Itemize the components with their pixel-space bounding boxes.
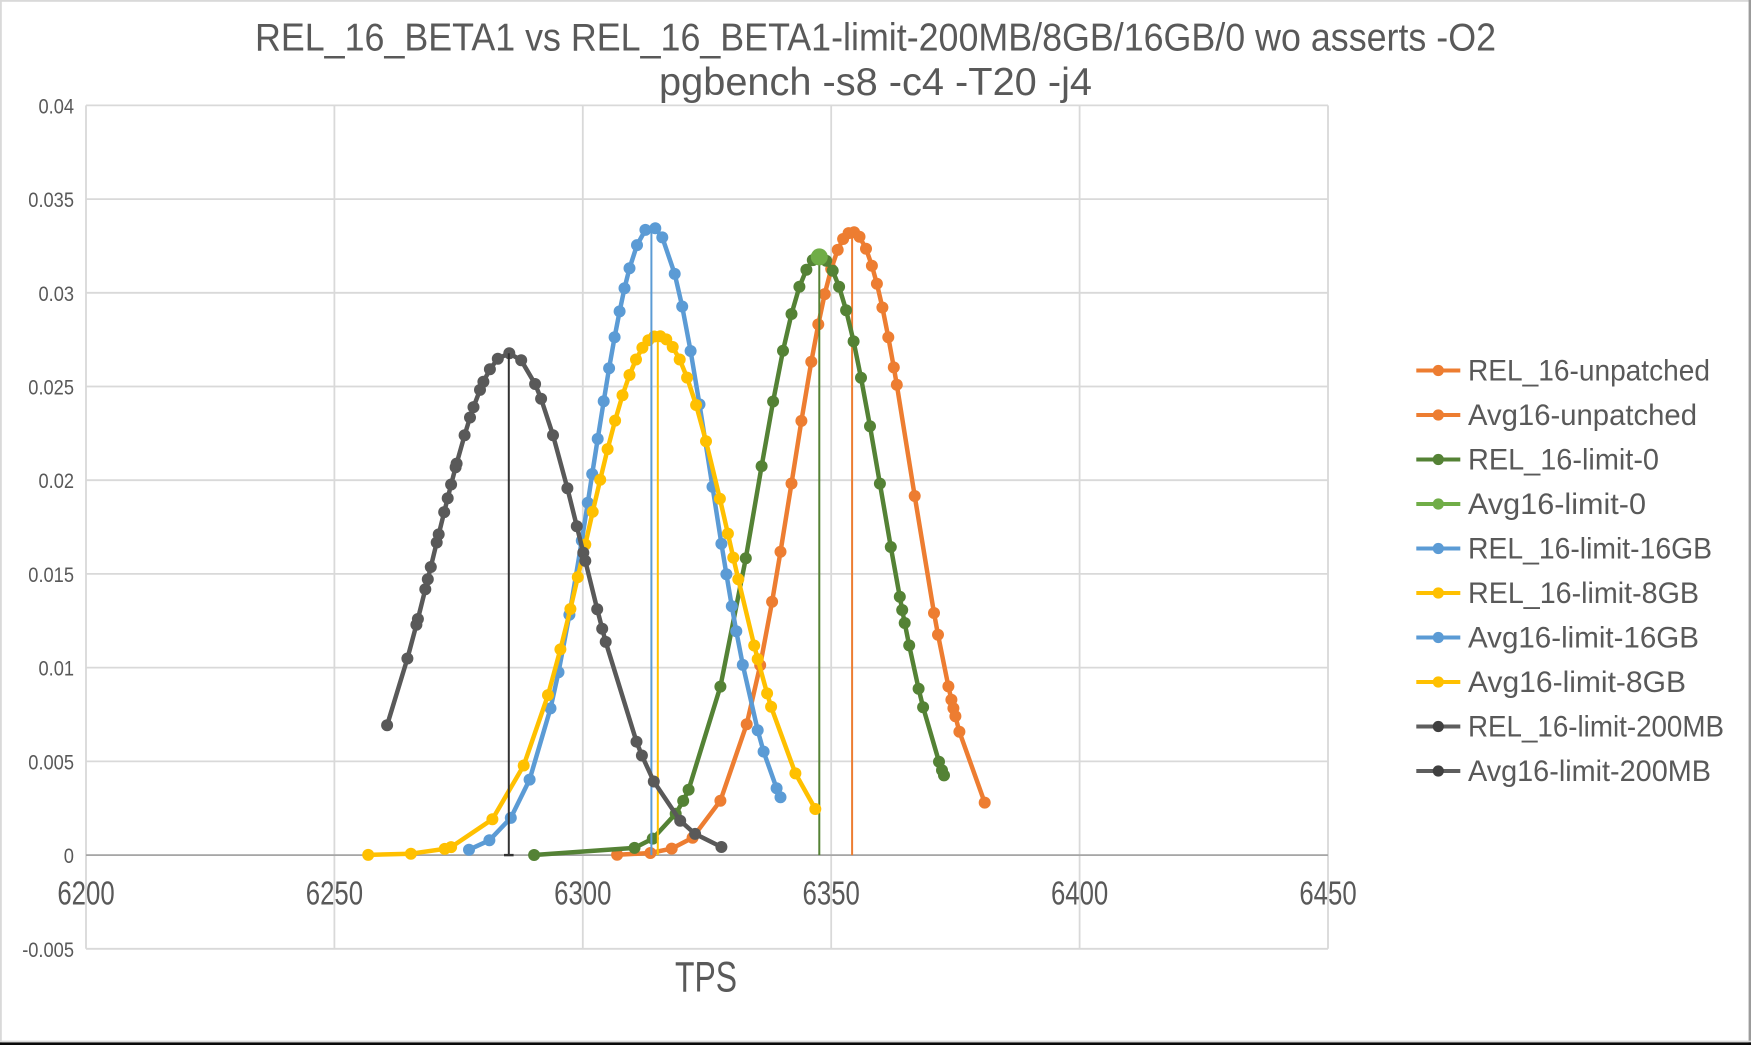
svg-text:pgbench -s8 -c4 -T20 -j4: pgbench -s8 -c4 -T20 -j4 bbox=[659, 61, 1092, 104]
svg-text:Avg16-limit-8GB: Avg16-limit-8GB bbox=[1468, 666, 1686, 699]
svg-text:0: 0 bbox=[64, 845, 74, 868]
svg-text:0.005: 0.005 bbox=[28, 751, 74, 774]
svg-text:6350: 6350 bbox=[803, 875, 860, 912]
svg-text:REL_16-limit-200MB: REL_16-limit-200MB bbox=[1468, 710, 1724, 743]
svg-text:Avg16-unpatched: Avg16-unpatched bbox=[1468, 399, 1697, 432]
svg-text:0.02: 0.02 bbox=[39, 470, 75, 493]
svg-text:0.035: 0.035 bbox=[28, 189, 74, 212]
svg-text:0.04: 0.04 bbox=[39, 95, 75, 118]
svg-text:REL_16-limit-8GB: REL_16-limit-8GB bbox=[1468, 577, 1699, 610]
svg-text:REL_16-unpatched: REL_16-unpatched bbox=[1468, 354, 1710, 387]
svg-text:-0.005: -0.005 bbox=[22, 939, 74, 962]
svg-text:0.025: 0.025 bbox=[28, 377, 74, 400]
svg-text:0.015: 0.015 bbox=[28, 564, 74, 587]
svg-text:Avg16-limit-200MB: Avg16-limit-200MB bbox=[1468, 755, 1711, 788]
svg-text:6300: 6300 bbox=[554, 875, 611, 912]
svg-text:6200: 6200 bbox=[57, 875, 114, 912]
svg-text:TPS: TPS bbox=[675, 955, 737, 1002]
svg-text:6400: 6400 bbox=[1051, 875, 1108, 912]
svg-text:Avg16-limit-16GB: Avg16-limit-16GB bbox=[1468, 621, 1699, 654]
svg-text:0.03: 0.03 bbox=[39, 283, 75, 306]
svg-text:REL_16-limit-16GB: REL_16-limit-16GB bbox=[1468, 532, 1712, 565]
svg-text:REL_16_BETA1 vs REL_16_BETA1-l: REL_16_BETA1 vs REL_16_BETA1-limit-200MB… bbox=[255, 16, 1496, 59]
svg-text:Avg16-limit-0: Avg16-limit-0 bbox=[1468, 488, 1646, 521]
svg-text:REL_16-limit-0: REL_16-limit-0 bbox=[1468, 443, 1659, 476]
svg-text:6250: 6250 bbox=[306, 875, 363, 912]
svg-text:6450: 6450 bbox=[1299, 875, 1356, 912]
svg-text:0.01: 0.01 bbox=[39, 658, 75, 681]
